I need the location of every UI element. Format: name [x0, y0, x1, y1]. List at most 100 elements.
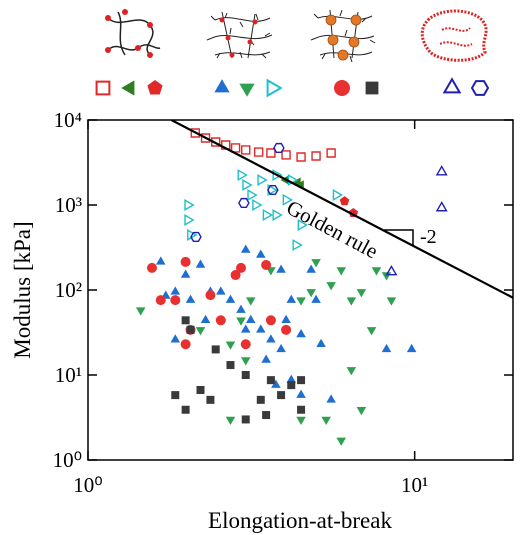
legend-marker: [365, 81, 379, 95]
plot-area: [87, 119, 513, 461]
data-point: [190, 231, 202, 242]
data-point: [273, 142, 285, 153]
structure-icons: [105, 9, 488, 63]
series: [146, 256, 292, 350]
data-point: [296, 328, 306, 338]
data-point: [266, 334, 276, 343]
data-point: [277, 391, 286, 400]
data-point: [241, 371, 250, 379]
data-point: [276, 264, 286, 273]
data-point: [286, 374, 297, 383]
data-point: [267, 185, 279, 196]
data-point: [296, 416, 306, 425]
data-point: [230, 270, 241, 281]
data-point: [311, 294, 321, 303]
legend-marker: [214, 79, 230, 93]
y-tick-label: 10⁴: [54, 108, 82, 132]
data-point: [381, 343, 392, 353]
data-point: [170, 334, 181, 343]
data-point: [296, 297, 306, 306]
legend-marker: [239, 83, 255, 97]
data-point: [170, 286, 181, 295]
data-point: [256, 395, 265, 404]
data-point: [181, 405, 190, 414]
data-point: [257, 173, 268, 186]
data-point: [346, 297, 357, 306]
data-point: [306, 264, 316, 273]
data-point: [381, 272, 392, 281]
data-point: [184, 199, 195, 211]
data-point: [230, 143, 241, 153]
icon-network-3: [310, 9, 376, 63]
icon-network-1: [105, 9, 161, 58]
data-point: [321, 416, 331, 425]
y-tick-label: 10¹: [55, 363, 82, 387]
data-point: [281, 324, 292, 335]
data-point: [225, 341, 236, 350]
data-point: [262, 209, 274, 221]
data-point: [185, 294, 196, 303]
data-point: [238, 197, 250, 208]
data-point: [155, 256, 166, 265]
legend-marker: [442, 77, 462, 94]
data-point: [180, 256, 191, 267]
x-axis-label: Elongation-at-break: [208, 508, 392, 533]
data-point: [253, 147, 264, 157]
data-point: [235, 262, 246, 273]
data-point: [180, 269, 191, 278]
data-point: [155, 295, 166, 306]
series: [339, 196, 359, 218]
series: [385, 165, 448, 276]
data-point: [226, 361, 235, 370]
data-point: [266, 376, 275, 385]
data-point: [272, 169, 283, 182]
data-point: [180, 339, 191, 350]
data-point: [326, 394, 336, 403]
data-point: [196, 386, 205, 395]
slope-triangle: [384, 229, 414, 246]
data-point: [366, 327, 377, 336]
legend-marker: [266, 78, 283, 98]
data-point: [246, 297, 256, 306]
data-point: [272, 209, 283, 221]
data-point: [406, 343, 417, 353]
data-point: [195, 327, 206, 336]
x-tick-label: 10⁰: [73, 473, 102, 497]
data-point: [311, 151, 321, 161]
data-point: [225, 294, 236, 303]
data-point: [282, 193, 293, 206]
data-point: [181, 316, 190, 325]
data-point: [236, 304, 246, 313]
y-tick-label: 10³: [55, 193, 82, 217]
series: [190, 142, 285, 242]
data-point: [326, 282, 336, 291]
data-point: [211, 345, 220, 354]
data-point: [271, 379, 281, 388]
data-point: [170, 295, 181, 306]
slope-label: -2: [420, 226, 437, 248]
y-axis-label: Modulus [kPa]: [10, 221, 35, 358]
data-point: [276, 343, 286, 353]
legend-marker: [95, 80, 111, 96]
y-tick-label: 10⁰: [53, 448, 82, 472]
data-point: [261, 354, 271, 363]
data-point: [246, 314, 256, 324]
data-point: [200, 133, 211, 143]
data-point: [336, 267, 347, 276]
data-point: [237, 169, 248, 182]
data-point: [135, 307, 146, 316]
data-point: [186, 325, 195, 334]
series: [171, 316, 306, 424]
legend: [95, 77, 490, 98]
data-point: [240, 324, 251, 333]
data-point: [190, 128, 200, 138]
y-tick-label: 10²: [55, 278, 82, 302]
legend-marker: [147, 80, 163, 95]
data-point: [339, 196, 350, 206]
data-point: [252, 199, 263, 211]
data-point: [346, 367, 357, 376]
data-point: [146, 262, 157, 273]
data-point: [171, 391, 180, 400]
data-point: [296, 389, 306, 398]
